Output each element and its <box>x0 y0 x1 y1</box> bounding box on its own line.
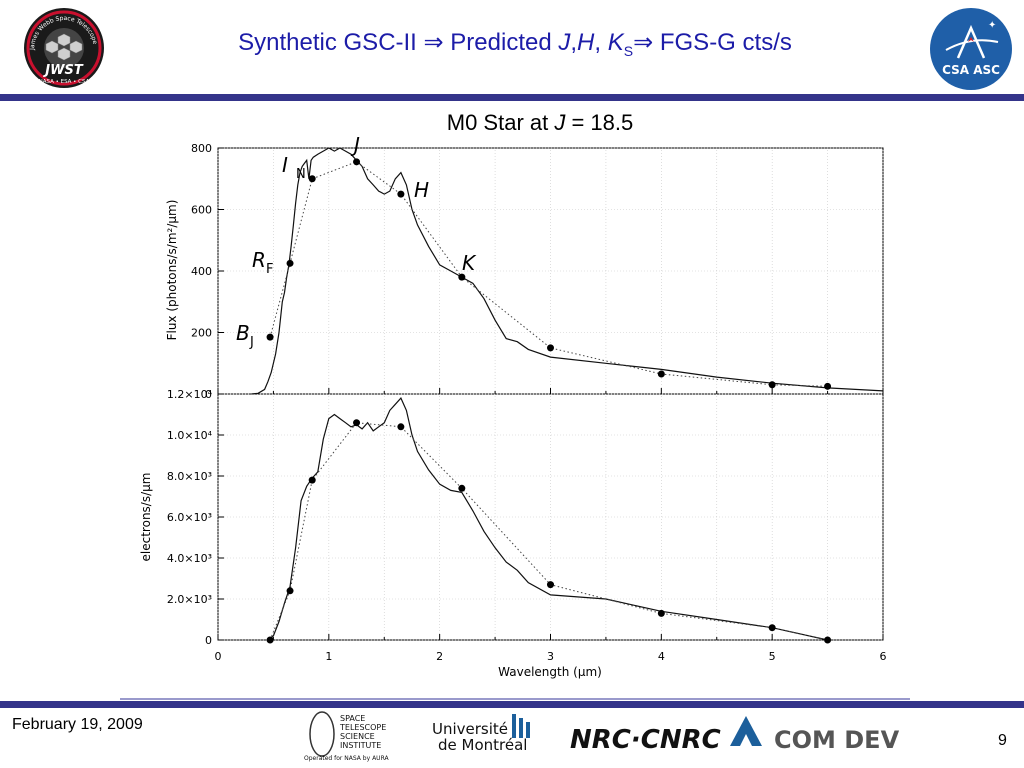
top-series-spectrum-line <box>251 147 884 395</box>
svg-text:COM DEV: COM DEV <box>774 726 900 754</box>
band-subscript: J <box>249 335 254 350</box>
svg-text:SCIENCE: SCIENCE <box>340 732 375 741</box>
bot-photometry-point <box>458 484 466 492</box>
top-photometry-point <box>286 259 294 267</box>
x-tick-label: 6 <box>880 650 887 663</box>
band-subscript: F <box>266 262 273 277</box>
page-number: 9 <box>998 732 1007 749</box>
top-y-axis-label: Flux (photons/s/m²/μm) <box>165 200 179 341</box>
x-tick-label: 5 <box>769 650 776 663</box>
bottom-plot-frame <box>217 393 884 641</box>
bot-y-tick-label: 8.0×10³ <box>167 470 212 483</box>
top-photometry-point <box>768 381 776 389</box>
bot-y-tick-label: 1.0×10⁴ <box>167 429 213 442</box>
bot-y-tick-label: 1.2×10⁴ <box>167 388 213 401</box>
top-photometry-point <box>458 273 466 281</box>
x-tick-label: 4 <box>658 650 665 663</box>
top-y-tick-label: 400 <box>191 265 212 278</box>
bot-photometry-point <box>824 636 832 644</box>
nrc-logo: NRC·CNRC <box>570 725 721 755</box>
jwst-logo: James Webb Space Telescope JWST NASA • E… <box>18 6 110 90</box>
top-photometry-point <box>547 344 554 352</box>
jwst-wordmark: JWST <box>42 63 84 78</box>
top-photometry-point <box>657 370 665 378</box>
bottom-y-axis-label: electrons/s/μm <box>139 473 153 562</box>
sponsor-logos: SPACE TELESCOPE SCIENCE INSTITUTE Operat… <box>304 711 900 762</box>
top-y-tick-label: 0 <box>205 388 212 401</box>
band-letter: R <box>252 248 266 272</box>
svg-text:SPACE: SPACE <box>340 714 365 723</box>
band-label-h: H <box>414 178 429 202</box>
star-icon: ✦ <box>988 20 996 31</box>
csa-logo: ✦ CSA ASC <box>928 6 1014 92</box>
footer-date: February 19, 2009 <box>12 716 143 733</box>
top-photometry-point <box>308 175 316 183</box>
svg-text:INSTITUTE: INSTITUTE <box>340 741 381 750</box>
stsci-logo: SPACE TELESCOPE SCIENCE INSTITUTE Operat… <box>304 711 389 762</box>
top-photometry-point <box>266 333 274 341</box>
bot-photometry-point <box>768 624 776 632</box>
x-tick-label: 1 <box>325 650 332 663</box>
csa-wordmark: CSA ASC <box>942 63 1000 77</box>
band-letter: K <box>462 251 477 275</box>
footer-thin-rule <box>120 698 910 700</box>
x-tick-label: 3 <box>547 650 554 663</box>
bot-photometry-point <box>286 587 294 595</box>
band-subscript: N <box>296 167 306 182</box>
chart-title: M0 Star at J = 18.5 <box>446 110 634 135</box>
footer-rule <box>0 701 1024 708</box>
top-plot-frame <box>217 147 884 395</box>
bot-photometry-point <box>353 419 361 427</box>
udem-logo: Université de Montréal <box>432 714 530 754</box>
bot-y-tick-label: 2.0×10³ <box>167 593 212 606</box>
bot-photometry-point <box>266 636 274 644</box>
bot-series-spectrum-line <box>267 397 828 641</box>
svg-text:Université: Université <box>432 720 508 738</box>
x-tick-label: 2 <box>436 650 443 663</box>
x-tick-label: 0 <box>215 650 222 663</box>
band-label-j: J <box>350 133 360 157</box>
top-y-tick-label: 600 <box>191 204 212 217</box>
top-y-tick-label: 800 <box>191 142 212 155</box>
svg-text:Operated for NASA by AURA: Operated for NASA by AURA <box>304 755 389 762</box>
svg-text:de Montréal: de Montréal <box>438 736 527 754</box>
band-letter: B <box>236 321 250 345</box>
band-letter: J <box>350 133 360 157</box>
bot-photometry-point <box>308 476 316 484</box>
top-photometry-point <box>353 158 361 166</box>
x-axis-label: Wavelength (μm) <box>498 665 602 679</box>
top-photometry-point <box>397 190 405 198</box>
top-y-tick-label: 200 <box>191 327 212 340</box>
bot-photometry-point <box>397 423 405 431</box>
bot-y-tick-label: 0 <box>205 634 212 647</box>
bot-y-tick-label: 6.0×10³ <box>167 511 212 524</box>
band-label-k: K <box>462 251 477 275</box>
band-letter: H <box>414 178 429 202</box>
top-series-photometry-line <box>269 161 828 387</box>
top-photometry-point <box>824 382 832 390</box>
slide-title: Synthetic GSC-II ⇒ Predicted J,H, KS⇒ FG… <box>238 29 792 59</box>
band-letter: I <box>282 153 288 177</box>
header-rule <box>0 94 1024 101</box>
bot-series-photometry-line <box>269 422 828 641</box>
jwst-agencies: NASA • ESA • CSA <box>39 79 90 85</box>
svg-text:TELESCOPE: TELESCOPE <box>339 723 386 732</box>
comdev-logo: COM DEV <box>730 716 900 754</box>
bot-y-tick-label: 4.0×10³ <box>167 552 212 565</box>
bot-photometry-point <box>547 581 554 589</box>
bot-photometry-point <box>657 609 665 617</box>
